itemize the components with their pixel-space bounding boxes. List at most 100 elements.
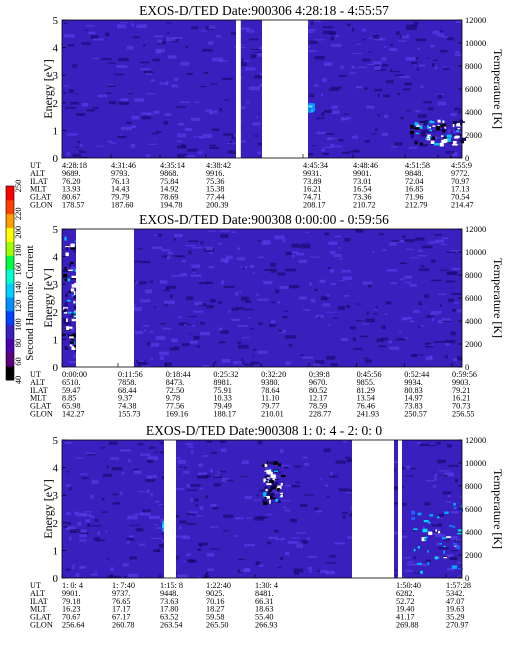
- heatmap-cell: [343, 295, 350, 297]
- heatmap-cell: [419, 144, 429, 147]
- heatmap-cell: [191, 269, 196, 271]
- heatmap-cell: [285, 484, 292, 487]
- heatmap-cell: [143, 44, 146, 47]
- heatmap-cell: [357, 66, 367, 69]
- table-row-label: GLAT: [30, 402, 51, 411]
- feature-cell: [67, 333, 70, 338]
- heatmap-cell: [164, 303, 168, 307]
- heatmap-cell: [213, 483, 221, 487]
- heatmap-cell: [66, 471, 70, 473]
- heatmap-cell: [322, 78, 327, 83]
- heatmap-cell: [437, 94, 443, 99]
- heatmap-cell: [225, 255, 233, 260]
- feature-cell: [452, 123, 455, 128]
- y2-tick-label: 8000: [465, 481, 482, 491]
- heatmap-cell: [460, 254, 462, 257]
- heatmap-cell: [142, 509, 151, 513]
- heatmap-cell: [447, 129, 451, 133]
- heatmap-cell: [188, 323, 192, 325]
- heatmap-cell: [445, 280, 456, 283]
- table-cell: 228.77: [309, 410, 332, 419]
- heatmap-cell: [338, 247, 341, 249]
- heatmap-cell: [339, 257, 343, 260]
- colorbar-segment: [6, 186, 14, 201]
- heatmap-cell: [65, 526, 76, 531]
- y2-tick-label: 10000: [465, 247, 486, 257]
- feature-cell: [456, 123, 461, 127]
- heatmap-cell: [428, 131, 437, 133]
- heatmap-cell: [426, 315, 434, 318]
- heatmap-cell: [140, 511, 151, 516]
- y2-tick-label: 2000: [465, 550, 482, 560]
- heatmap-cell: [451, 308, 460, 312]
- heatmap-cell: [419, 563, 427, 566]
- feature-cell: [453, 121, 458, 124]
- heatmap-cell: [413, 64, 417, 66]
- heatmap-cell: [394, 569, 400, 571]
- heatmap-cell: [220, 234, 229, 238]
- heatmap-cell: [291, 484, 300, 488]
- heatmap-cell: [429, 530, 439, 533]
- heatmap-cell: [391, 146, 397, 148]
- heatmap-cell: [206, 552, 215, 557]
- heatmap-cell: [67, 44, 75, 47]
- heatmap-cell: [444, 355, 448, 359]
- feature-cell: [64, 236, 67, 241]
- heatmap-cell: [161, 249, 171, 252]
- heatmap-cell: [65, 568, 70, 571]
- heatmap-cell: [107, 62, 117, 64]
- heatmap-cell: [446, 501, 452, 503]
- heatmap-cell: [242, 266, 245, 269]
- heatmap-cell: [192, 324, 195, 328]
- heatmap-cell: [185, 443, 192, 446]
- heatmap-cell: [194, 498, 199, 502]
- feature-cell: [455, 545, 461, 549]
- feature-cell: [428, 137, 433, 140]
- feature-cell: [266, 469, 272, 474]
- heatmap-cell: [72, 565, 75, 570]
- heatmap-cell: [321, 112, 325, 116]
- heatmap-cell: [90, 494, 94, 499]
- heatmap-cell: [257, 298, 269, 301]
- heatmap-cell: [145, 73, 152, 75]
- heatmap-cell: [415, 237, 425, 241]
- heatmap-cell: [171, 84, 179, 88]
- heatmap-cell: [410, 467, 417, 470]
- table-cell: 260.78: [112, 621, 135, 630]
- heatmap-cell: [446, 37, 455, 41]
- feature-cell: [453, 143, 456, 146]
- feature-cell: [73, 300, 76, 304]
- heatmap-cell: [277, 272, 286, 276]
- heatmap-cell: [306, 31, 314, 34]
- feature-cell: [265, 480, 268, 483]
- colorbar-segment: [6, 255, 14, 270]
- heatmap-cell: [441, 237, 449, 240]
- heatmap-cell: [450, 134, 461, 136]
- heatmap-cell: [147, 459, 154, 464]
- heatmap-cell: [409, 284, 417, 287]
- heatmap-cell: [189, 484, 201, 487]
- feature-cell: [414, 122, 418, 126]
- feature-cell: [448, 525, 455, 527]
- heatmap-cell: [327, 324, 331, 326]
- feature-cell: [307, 108, 310, 112]
- feature-cell: [70, 247, 76, 250]
- feature-cell: [446, 536, 451, 538]
- heatmap-cell: [376, 338, 384, 343]
- heatmap-cell: [274, 235, 285, 240]
- heatmap-cell: [258, 564, 264, 567]
- heatmap-cell: [150, 358, 154, 360]
- heatmap-cell: [116, 24, 126, 29]
- heatmap-cell: [185, 155, 195, 158]
- feature-cell: [457, 529, 462, 533]
- heatmap-cell: [300, 503, 308, 508]
- heatmap-cell: [437, 101, 447, 106]
- heatmap-cell: [266, 481, 272, 483]
- heatmap-cell: [368, 284, 372, 288]
- table-cell: 76.13: [111, 177, 129, 186]
- heatmap-cell: [239, 27, 251, 30]
- feature-cell: [66, 348, 70, 350]
- colorbar: 40 60 80 100 120 140 160 180 200 220 250 Second Har…: [5, 180, 36, 384]
- colorbar-tick-label: 120: [13, 300, 23, 313]
- table-cell: 6510.: [62, 378, 80, 387]
